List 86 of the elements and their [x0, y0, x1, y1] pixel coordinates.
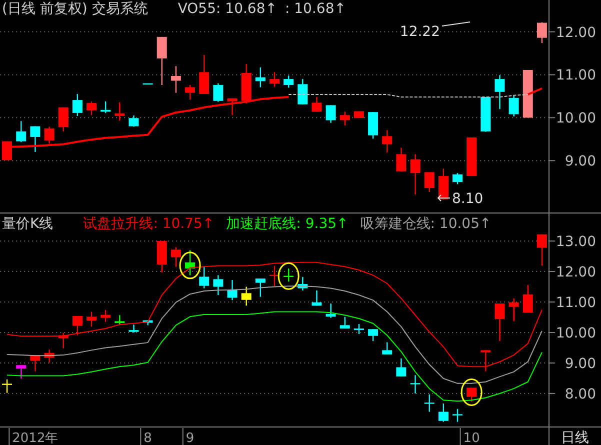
- candlestick: [156, 36, 167, 86]
- y-tick-label: 11.00: [556, 68, 596, 84]
- candlestick: [396, 358, 406, 377]
- candlestick: [382, 130, 392, 154]
- candlestick: [466, 387, 477, 402]
- candlestick: [199, 266, 210, 289]
- candlestick: [410, 154, 420, 196]
- chart-title: (日线 前复权) 交易系统: [2, 1, 148, 17]
- candlestick: [227, 279, 238, 301]
- candlestick: [16, 120, 26, 143]
- candlestick: [156, 240, 167, 274]
- candlestick: [213, 82, 224, 102]
- candlestick: [30, 126, 40, 153]
- candlestick: [86, 100, 96, 116]
- candlestick: [494, 74, 505, 110]
- candlestick: [170, 66, 181, 94]
- candlestick: [368, 111, 378, 140]
- candlestick: [58, 106, 68, 132]
- candlestick: [72, 315, 82, 336]
- text: 加速赶底线: 9.35↑: [226, 216, 348, 232]
- y-tick-label: 10.00: [556, 110, 596, 127]
- candlestick: [522, 284, 533, 314]
- candlestick: [424, 172, 434, 193]
- x-tick-label: 10: [463, 431, 480, 445]
- y-tick-label: 11.00: [556, 295, 596, 312]
- candlestick: [255, 278, 266, 298]
- candlestick: [298, 78, 308, 105]
- y-tick-label: 13.00: [556, 234, 596, 250]
- candlestick: [72, 93, 82, 117]
- candlestick: [199, 54, 210, 95]
- candlestick: [438, 402, 448, 422]
- candlestick: [170, 246, 181, 268]
- y-tick-label: 8.00: [564, 386, 596, 402]
- annotation: 8.10: [452, 191, 484, 207]
- candlestick: [284, 74, 294, 88]
- y-tick-label: 9.00: [564, 154, 596, 170]
- candlestick: [270, 72, 280, 88]
- y-tick-label: 12.00: [556, 24, 596, 41]
- chart-title: 量价K线: [2, 216, 54, 232]
- candlestick: [326, 104, 336, 124]
- candlestick: [114, 314, 125, 326]
- candlestick: [368, 328, 378, 342]
- candlestick: [438, 168, 448, 200]
- candlestick: [227, 98, 238, 116]
- candlestick: [410, 374, 420, 394]
- x-axis-title: 日线: [561, 430, 589, 445]
- candlestick: [354, 323, 364, 335]
- x-tick-label: 9: [186, 431, 194, 445]
- candlestick: [128, 324, 139, 334]
- candlestick: [494, 302, 505, 342]
- candlestick: [326, 302, 336, 318]
- candlestick: [312, 290, 322, 306]
- line-series: [6, 286, 542, 384]
- candlestick: [2, 378, 12, 394]
- candlestick: [255, 66, 266, 88]
- candlestick: [114, 102, 125, 122]
- text: 试盘拉升线: 10.75↑: [83, 216, 214, 232]
- candlestick: [536, 22, 547, 44]
- candlestick: [44, 126, 54, 144]
- candlestick: [312, 96, 322, 112]
- candlestick: [508, 94, 519, 117]
- candlestick: [536, 234, 547, 266]
- annotation: : 10.68↑: [284, 1, 346, 17]
- candlestick: [452, 172, 462, 185]
- y-tick-label: 12.00: [556, 264, 596, 281]
- y-tick-label: 9.00: [564, 356, 596, 372]
- candlestick: [86, 311, 96, 328]
- annotation: 12.22: [400, 24, 440, 40]
- candlestick: [382, 342, 392, 356]
- text: 吸筹建仓线: 10.05↑: [360, 216, 492, 232]
- x-tick-label: 8: [144, 431, 152, 445]
- y-tick-label: 10.00: [556, 326, 596, 342]
- candlestick: [16, 364, 26, 380]
- candlestick: [508, 298, 519, 322]
- candlestick: [241, 286, 252, 306]
- line-series: [6, 262, 542, 368]
- candlestick: [340, 111, 350, 126]
- candlestick: [185, 84, 196, 100]
- line-series: [6, 311, 542, 402]
- candlestick: [396, 147, 406, 172]
- candlestick: [100, 309, 111, 322]
- x-tick-label: 2012年: [12, 431, 58, 445]
- candlestick: [452, 408, 462, 422]
- annotation: VO55: 10.68↑: [178, 1, 277, 17]
- candlestick: [213, 274, 224, 296]
- candlestick: [424, 394, 434, 412]
